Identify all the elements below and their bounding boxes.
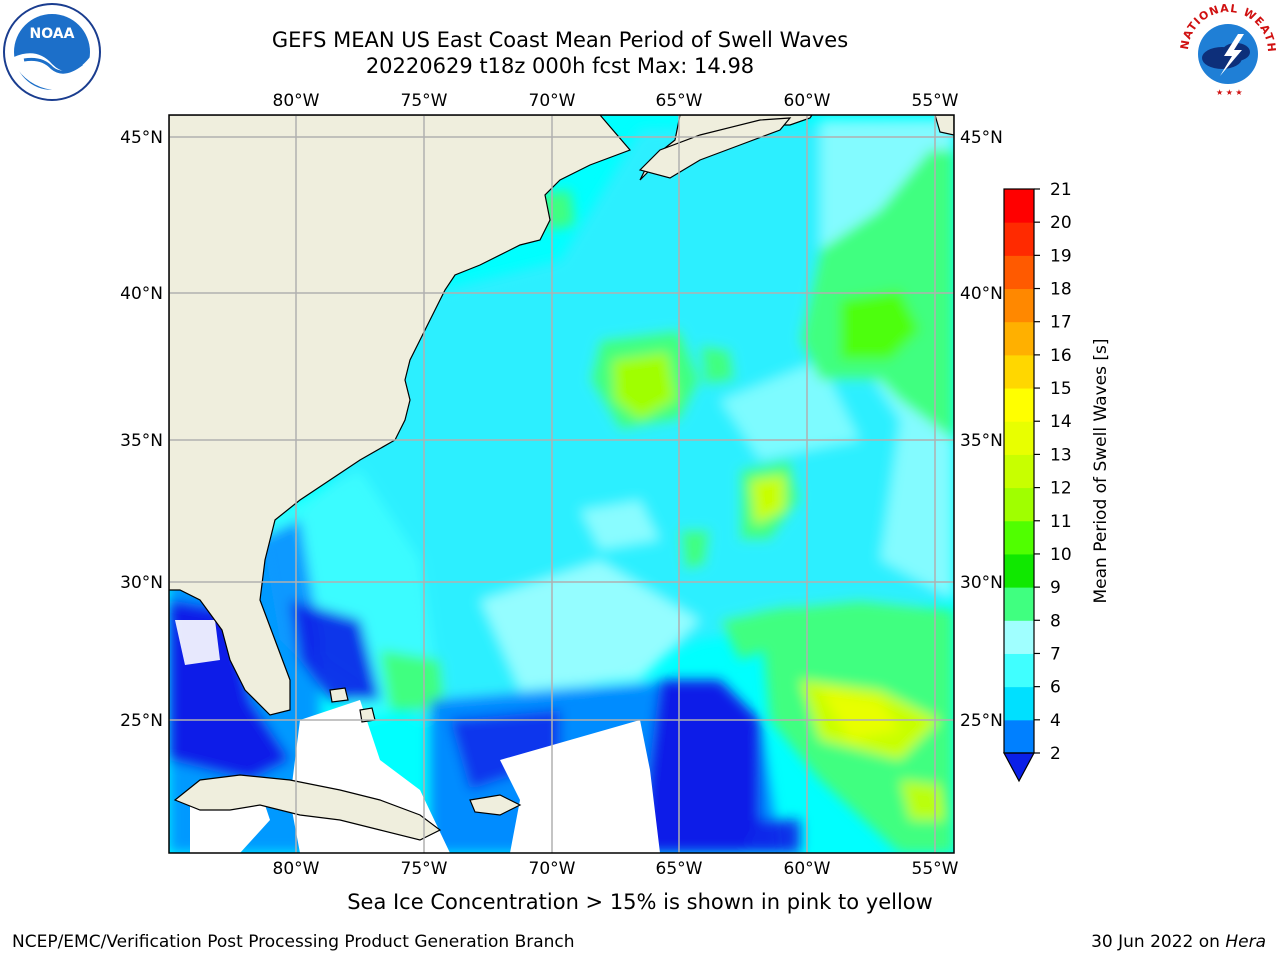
colorbar-tick-label: 9 xyxy=(1050,578,1061,598)
lon-label: 75°W xyxy=(401,859,448,879)
lon-labels-bottom: 80°W 75°W 70°W 65°W 60°W 55°W xyxy=(273,859,959,879)
footer-date: 30 Jun 2022 on Hera xyxy=(1091,932,1266,952)
lat-label: 45°N xyxy=(960,128,1003,148)
lon-label: 60°W xyxy=(784,859,831,879)
colorbar-segment xyxy=(1004,620,1034,654)
lat-label: 40°N xyxy=(960,284,1003,304)
colorbar-segment xyxy=(1004,520,1034,555)
colorbar-tick-label: 12 xyxy=(1050,479,1072,499)
lon-label: 70°W xyxy=(529,859,576,879)
swell-field xyxy=(169,120,954,853)
lon-label: 65°W xyxy=(656,91,703,111)
colorbar-segment xyxy=(1004,719,1034,754)
colorbar-segment xyxy=(1004,321,1034,356)
lat-label: 45°N xyxy=(120,128,163,148)
colorbar-segment xyxy=(1004,189,1034,223)
footer-producer: NCEP/EMC/Verification Post Processing Pr… xyxy=(12,932,575,952)
lon-label: 75°W xyxy=(401,91,448,111)
colorbar-segment xyxy=(1004,686,1034,721)
colorbar-segment xyxy=(1004,454,1034,489)
colorbar-extension xyxy=(1002,752,1036,783)
colorbar-tick-label: 20 xyxy=(1050,213,1072,233)
lat-label: 35°N xyxy=(120,431,163,451)
footer-host: Hera xyxy=(1225,932,1266,952)
colorbar-segment xyxy=(1004,587,1034,621)
colorbar-tick-label: 19 xyxy=(1050,246,1072,266)
colorbar-segment xyxy=(1004,487,1034,522)
colorbar-tick-label: 18 xyxy=(1050,280,1072,300)
lon-label: 80°W xyxy=(273,91,320,111)
lon-label: 80°W xyxy=(273,859,320,879)
map-panel xyxy=(169,115,954,853)
colorbar-tick-label: 15 xyxy=(1050,379,1072,399)
svg-text:NOAA: NOAA xyxy=(30,26,75,42)
lon-labels-top: 80°W 75°W 70°W 65°W 60°W 55°W xyxy=(273,91,959,111)
colorbar-tick-label: 4 xyxy=(1050,711,1061,731)
colorbar-tick-label: 13 xyxy=(1050,445,1072,465)
colorbar-tick-label: 14 xyxy=(1050,412,1072,432)
colorbar-segment xyxy=(1004,255,1034,290)
colorbar-segment xyxy=(1004,388,1034,422)
lat-label: 30°N xyxy=(960,573,1003,593)
lat-labels-left: 45°N 40°N 35°N 30°N 25°N xyxy=(120,128,163,731)
colorbar-tick-label: 10 xyxy=(1050,545,1072,565)
colorbar-tick-label: 21 xyxy=(1050,180,1072,200)
colorbar-segment xyxy=(1004,421,1034,455)
colorbar: 2 4 6 7 8 9 10 11 12 13 14 15 16 17 18 19 20 21 xyxy=(1002,180,1072,783)
colorbar-segment xyxy=(1004,553,1034,588)
lon-label: 60°W xyxy=(784,91,831,111)
lat-label: 40°N xyxy=(120,284,163,304)
gridlines xyxy=(169,115,954,853)
colorbar-segment xyxy=(1004,354,1034,389)
nws-logo-icon: NATIONAL WEATHER SERVICE ★ ★ ★ xyxy=(1176,0,1278,102)
noaa-logo-icon: NOAA xyxy=(3,3,101,101)
colorbar-tick-label: 6 xyxy=(1050,678,1061,698)
sea-ice-note: Sea Ice Concentration > 15% is shown in … xyxy=(347,890,933,914)
colorbar-tick-label: 7 xyxy=(1050,644,1061,664)
lat-label: 30°N xyxy=(120,573,163,593)
map-title: GEFS MEAN US East Coast Mean Period of S… xyxy=(271,28,849,52)
lat-labels-right: 45°N 40°N 35°N 30°N 25°N xyxy=(960,128,1003,731)
svg-text:★ ★ ★: ★ ★ ★ xyxy=(1216,88,1243,97)
lon-label: 55°W xyxy=(912,859,959,879)
lon-label: 65°W xyxy=(656,859,703,879)
colorbar-tick-label: 11 xyxy=(1050,512,1072,532)
footer-date-text: 30 Jun 2022 on xyxy=(1091,932,1226,952)
colorbar-tick-label: 16 xyxy=(1050,346,1072,366)
land-masses xyxy=(169,115,954,841)
lat-label: 25°N xyxy=(120,711,163,731)
map-frame xyxy=(168,114,955,854)
colorbar-label: Mean Period of Swell Waves [s] xyxy=(1091,339,1111,604)
colorbar-segment xyxy=(1004,288,1034,323)
lat-label: 25°N xyxy=(960,711,1003,731)
colorbar-tick-label: 2 xyxy=(1050,744,1061,764)
map-subtitle: 20220629 t18z 000h fcst Max: 14.98 xyxy=(365,54,755,78)
colorbar-segment xyxy=(1004,222,1034,256)
lon-label: 55°W xyxy=(912,91,959,111)
colorbar-tick-label: 17 xyxy=(1050,313,1072,333)
lon-label: 70°W xyxy=(529,91,576,111)
lat-label: 35°N xyxy=(960,431,1003,451)
colorbar-tick-label: 8 xyxy=(1050,611,1061,631)
colorbar-segment xyxy=(1004,653,1034,688)
colorbar-frame xyxy=(1003,188,1035,754)
